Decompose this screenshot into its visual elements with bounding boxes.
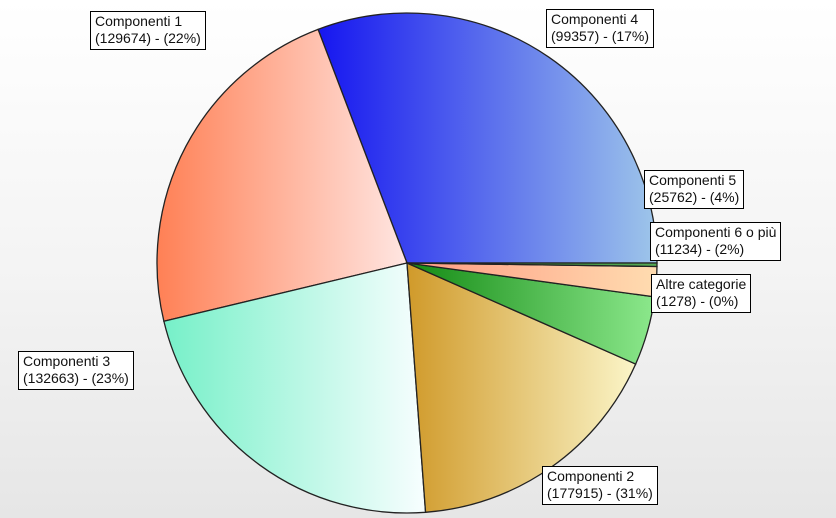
label-componenti-6: Componenti 6 o più (11234) - (2%) <box>650 222 782 261</box>
label-altre-categorie-name: Altre categorie <box>656 276 747 292</box>
label-componenti-1: Componenti 1 (129674) - (22%) <box>90 11 206 50</box>
label-componenti-1-value: (129674) - (22%) <box>95 30 201 46</box>
label-componenti-1-name: Componenti 1 <box>95 13 183 29</box>
label-componenti-5-name: Componenti 5 <box>649 172 737 188</box>
pie-slice-componenti-1 <box>163 262 427 514</box>
label-componenti-4-name: Componenti 4 <box>551 11 639 27</box>
label-componenti-3-value: (132663) - (23%) <box>23 370 129 386</box>
label-componenti-4: Componenti 4 (99357) - (17%) <box>546 9 655 48</box>
label-componenti-6-value: (11234) - (2%) <box>655 241 745 257</box>
label-componenti-3: Componenti 3 (132663) - (23%) <box>18 351 134 390</box>
label-componenti-4-value: (99357) - (17%) <box>551 28 650 44</box>
label-altre-categorie: Altre categorie (1278) - (0%) <box>651 274 752 313</box>
pie-slice-componenti-3 <box>156 28 408 323</box>
label-componenti-3-name: Componenti 3 <box>23 353 111 369</box>
label-componenti-6-name: Componenti 6 o più <box>655 224 777 240</box>
label-componenti-2: Componenti 2 (177915) - (31%) <box>542 466 658 505</box>
label-componenti-5-value: (25762) - (4%) <box>649 189 740 205</box>
label-altre-categorie-value: (1278) - (0%) <box>656 293 739 309</box>
pie-slice-altre-categorie <box>406 262 658 268</box>
label-componenti-5: Componenti 5 (25762) - (4%) <box>644 170 745 209</box>
label-componenti-2-value: (177915) - (31%) <box>547 485 653 501</box>
label-componenti-2-name: Componenti 2 <box>547 468 635 484</box>
